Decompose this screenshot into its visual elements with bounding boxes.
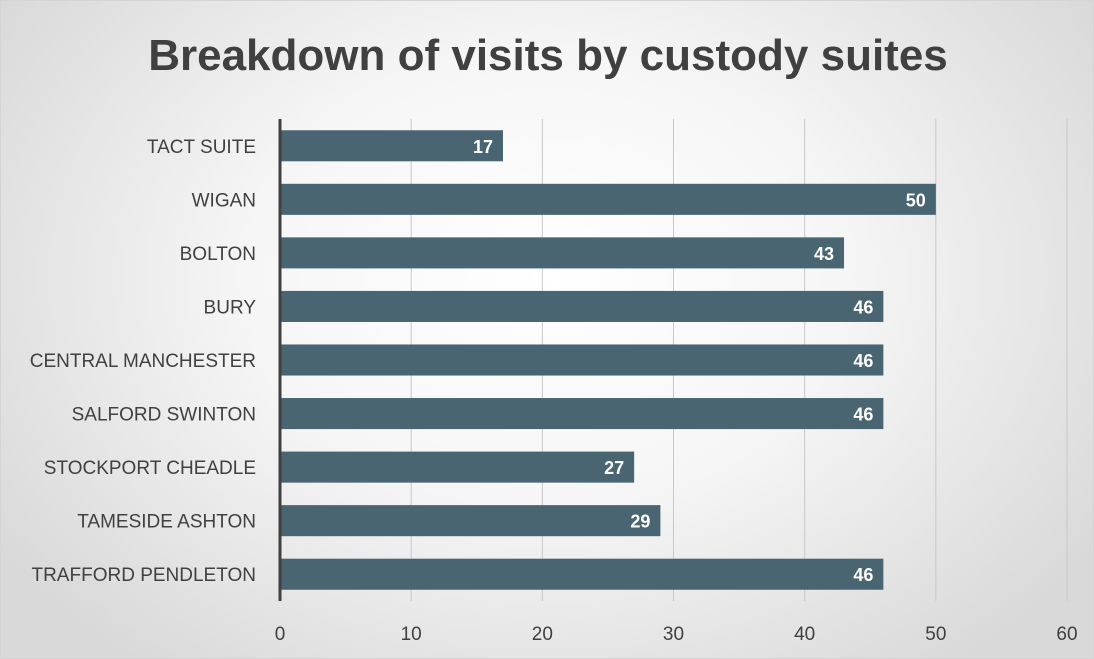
bar-8	[280, 558, 884, 590]
x-tick-label-10: 10	[401, 624, 422, 645]
x-tick-label-40: 40	[794, 624, 815, 645]
data-label-3: 46	[853, 297, 873, 317]
data-label-7: 29	[630, 512, 650, 532]
data-label-5: 46	[853, 405, 873, 425]
bar-6	[280, 451, 635, 483]
bar-2	[280, 237, 845, 269]
category-label-0: TACT SUITE	[147, 137, 256, 158]
data-label-6: 27	[604, 458, 624, 478]
category-label-5: SALFORD SWINTON	[72, 405, 256, 426]
data-label-8: 46	[853, 565, 873, 585]
category-label-2: BOLTON	[180, 244, 256, 265]
data-label-4: 46	[853, 351, 873, 371]
bar-4	[280, 344, 884, 376]
x-tick-label-20: 20	[532, 624, 553, 645]
category-label-6: STOCKPORT CHEADLE	[44, 458, 256, 479]
bar-5	[280, 398, 884, 430]
bar-0	[280, 130, 503, 162]
chart-title: Breakdown of visits by custody suites	[148, 31, 948, 80]
x-tick-label-0: 0	[275, 624, 286, 645]
data-label-0: 17	[473, 137, 493, 157]
bar-3	[280, 290, 884, 322]
bar-1	[280, 183, 936, 215]
category-label-3: BURY	[204, 297, 257, 318]
data-label-1: 50	[906, 190, 926, 210]
category-label-1: WIGAN	[192, 190, 256, 211]
x-tick-label-60: 60	[1056, 624, 1077, 645]
bar-7	[280, 505, 661, 537]
category-label-7: TAMESIDE ASHTON	[77, 512, 256, 533]
category-label-4: CENTRAL MANCHESTER	[30, 351, 256, 372]
category-label-8: TRAFFORD PENDLETON	[31, 565, 256, 586]
x-tick-label-50: 50	[925, 624, 946, 645]
x-tick-label-30: 30	[663, 624, 684, 645]
data-label-2: 43	[814, 244, 834, 264]
